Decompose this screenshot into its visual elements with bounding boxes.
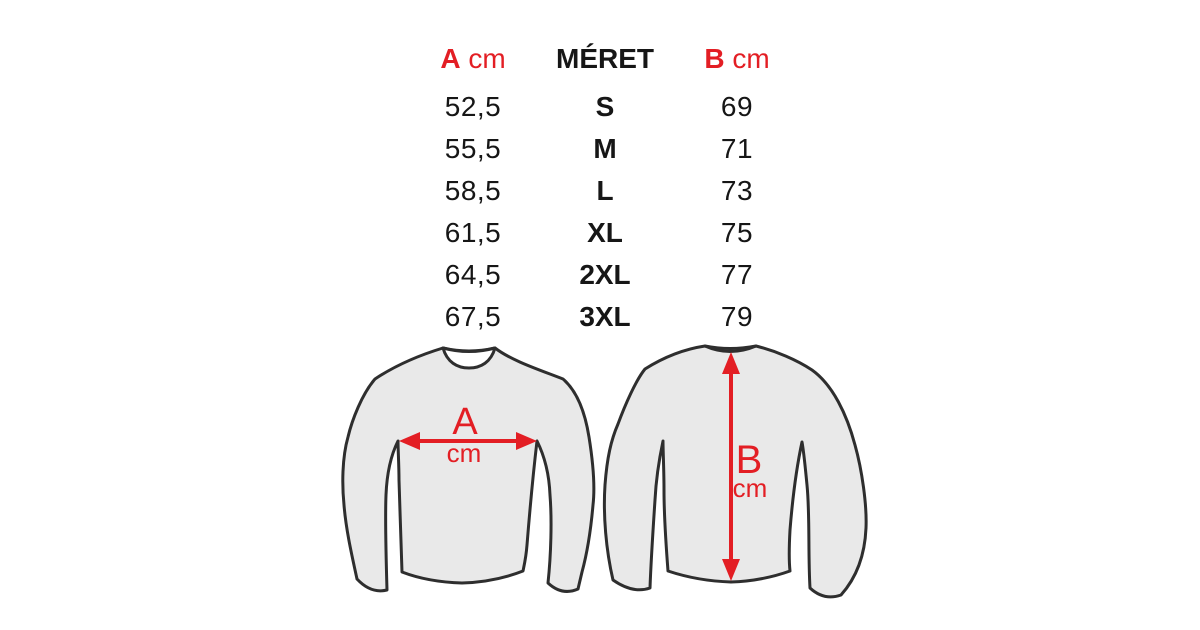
table-cell-b: 71 [720,133,754,164]
table-cell-size: S [595,91,615,122]
table-cell-size: M [593,133,617,164]
back-shirt-silhouette [602,344,868,599]
column-header-a: A cm [395,44,551,78]
table-cell-b: 77 [720,259,754,290]
table-cell-b: 79 [720,301,754,332]
table-cell-a: 64,5 [444,259,502,290]
front-shirt-figure: A cm [341,346,596,593]
table-cell-a: 58,5 [444,175,502,206]
arrowhead-left [399,432,420,450]
back-measure-letter: B [736,438,763,482]
column-header-b: B cm [659,44,815,78]
size-table: A cm MÉRET B cm 52,5 S 69 55,5 M 71 58,5… [395,44,815,338]
table-cell-a: 61,5 [444,217,502,248]
table-cell-size: XL [587,217,623,248]
arrowhead-top [722,352,740,374]
back-collar-seam [703,344,758,353]
table-cell-b: 73 [720,175,754,206]
column-b-letter: B [704,43,725,74]
arrowhead-right [516,432,537,450]
column-b-unit: cm [732,43,770,74]
back-shirt-figure: B cm [602,344,868,599]
arrowhead-bottom [722,559,740,581]
table-cell-a: 52,5 [444,91,502,122]
table-cell-a: 67,5 [444,301,502,332]
front-measure-unit: cm [447,438,482,468]
column-header-size: MÉRET [556,43,654,74]
length-arrow [722,352,740,581]
table-cell-b: 69 [720,91,754,122]
column-a-letter: A [440,43,461,74]
front-measure-letter: A [452,401,478,443]
table-cell-size: 3XL [579,301,631,332]
column-a-unit: cm [468,43,506,74]
back-measure-unit: cm [733,473,768,503]
width-arrow [399,432,537,450]
front-neck-opening [441,346,497,370]
front-shirt-silhouette [341,346,596,593]
table-cell-a: 55,5 [444,133,502,164]
table-cell-size: L [596,175,614,206]
table-cell-size: 2XL [579,259,631,290]
table-cell-b: 75 [720,217,754,248]
